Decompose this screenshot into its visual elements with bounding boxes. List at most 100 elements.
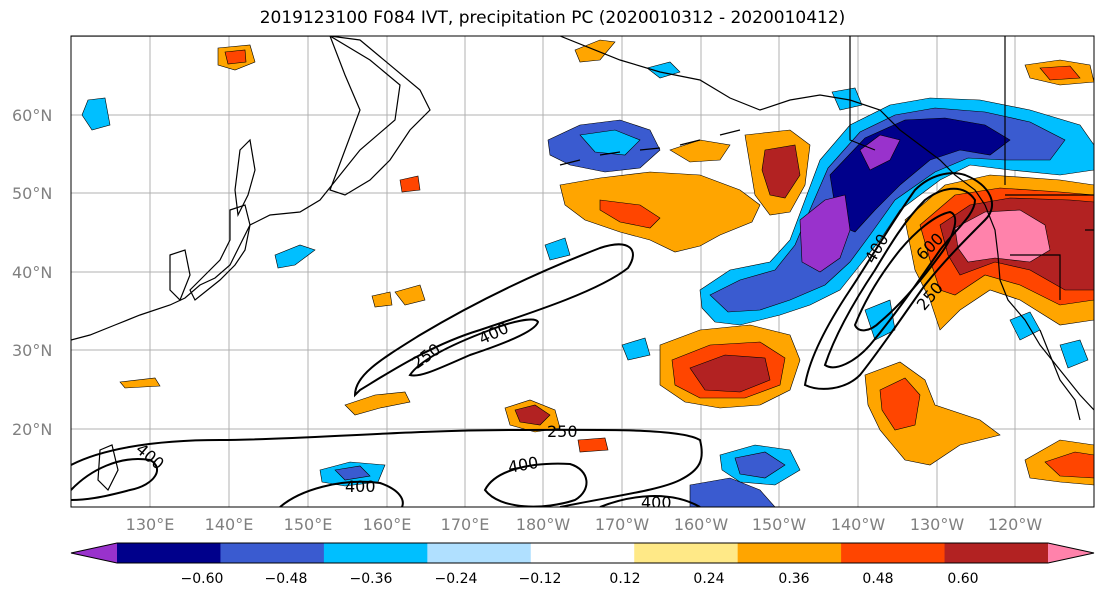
ivt-contour-400-coast <box>823 187 977 369</box>
colorbar-tick-label: 0.36 <box>778 571 810 587</box>
pc-region-subtropical-negative-core <box>734 451 786 479</box>
colorbar-tick-label: 0.12 <box>609 571 641 587</box>
pc-region-hawaii-blob <box>577 437 609 453</box>
colorbar-segment <box>323 543 428 563</box>
pc-region-ak-negative-peak <box>799 194 851 273</box>
colorbar-tick-label: −0.12 <box>518 571 562 587</box>
pc-region-western-blob-4 <box>344 391 411 416</box>
map-panel: 250 400 250 400 400 400 400 400 600 250 <box>71 36 1094 512</box>
pc-region-western-blob-6 <box>399 175 421 193</box>
contour-label: 250 <box>547 422 578 441</box>
contour-label: 400 <box>476 318 512 348</box>
pc-region-subtropical-peak <box>689 354 771 393</box>
pc-region-north-blob-core <box>1039 65 1081 81</box>
lon-tick-label: 180°W <box>515 515 571 534</box>
pc-region-baja-negative <box>1059 339 1089 369</box>
lon-tick-label: 130°E <box>125 515 175 534</box>
lon-tick-label: 170°E <box>440 515 490 534</box>
pc-region-south-negative <box>689 477 776 507</box>
colorbar-segment <box>634 543 739 563</box>
lon-tick-label: 160°E <box>362 515 412 534</box>
colorbar-segment <box>944 543 1049 563</box>
pc-region-west-coast-peak <box>954 209 1051 263</box>
pc-region-southeast-core <box>1044 451 1094 479</box>
lon-tick-label: 160°W <box>673 515 729 534</box>
lat-tick-label: 60°N <box>12 106 53 125</box>
contour-label: 400 <box>507 453 540 477</box>
ivt-contour-400-north <box>408 318 540 377</box>
pc-region-ak-negative-peak-2 <box>859 134 901 171</box>
pc-region-western-blob-3 <box>371 291 393 308</box>
lon-tick-label: 140°E <box>204 515 254 534</box>
ivt-contour-600-coast <box>853 210 957 332</box>
lon-tick-label: 130°W <box>909 515 965 534</box>
colorbar-tick-label: 0.24 <box>693 571 725 587</box>
alaska-coastline <box>500 36 986 206</box>
pc-region-ak-negative-mid <box>709 107 1066 313</box>
japan-coastline <box>189 204 251 301</box>
philippines-coastline <box>97 444 119 492</box>
colorbar-tick-label: −0.24 <box>434 571 478 587</box>
colorbar-tick-label: −0.60 <box>180 571 224 587</box>
colorbar-tick-label: 0.48 <box>862 571 894 587</box>
pc-region-mid-negative-1 <box>544 237 571 261</box>
colorbar-segment <box>220 543 325 563</box>
colorbar-segment <box>737 543 842 563</box>
pc-region-bering-negative-light <box>579 129 641 156</box>
lon-tick-label: 140°W <box>830 515 886 534</box>
map-title: 2019123100 F084 IVT, precipitation PC (2… <box>259 8 846 28</box>
pc-region-central-pacific-warm-core <box>599 199 661 229</box>
ivt-contour-400-south-1 <box>279 480 404 507</box>
korea-coastline <box>169 249 191 302</box>
pc-region-western-blob-1-core <box>224 49 247 65</box>
pc-region-aleutian-blob <box>669 139 731 163</box>
kamchatka-coastline <box>329 36 431 196</box>
pc-region-west-negative-2 <box>274 244 316 269</box>
ivt-contours <box>71 172 994 507</box>
contour-label: 400 <box>345 477 376 496</box>
pc-region-west-negative-1 <box>81 97 111 131</box>
pc-region-mid-negative-2 <box>621 337 651 361</box>
lon-tick-label: 150°W <box>751 515 807 534</box>
lon-tick-label: 170°W <box>594 515 650 534</box>
political-borders <box>849 36 1094 300</box>
pc-region-california-negative <box>864 299 896 341</box>
aleutians <box>559 129 741 166</box>
lon-tick-label: 150°E <box>283 515 333 534</box>
pc-region-western-blob-2 <box>394 284 426 306</box>
colorbar <box>70 542 1095 564</box>
lon-tick-label: 120°W <box>987 515 1043 534</box>
ivt-contour-400-south-3 <box>599 495 701 507</box>
colorbar-segment <box>530 543 635 563</box>
na-coastline <box>984 204 1094 411</box>
pc-region-arctic-blob <box>574 39 616 63</box>
sakhalin-coastline <box>234 138 256 218</box>
pc-region-mid-pacific-small-core <box>514 404 551 426</box>
colorbar-extend-max <box>1048 543 1094 563</box>
colorbar-tick-label: −0.48 <box>264 571 308 587</box>
pc-region-california-core <box>879 377 921 431</box>
map-border <box>70 35 1095 508</box>
lat-tick-label: 40°N <box>12 263 53 282</box>
colorbar-tick-label: −0.36 <box>349 571 393 587</box>
pc-region-gulf-alaska-core <box>761 144 801 199</box>
ivt-contour-250-coast <box>803 172 994 390</box>
contour-label: 400 <box>641 493 672 512</box>
ivt-contour-250-south <box>71 428 703 507</box>
ivt-contour-250-north <box>353 243 634 398</box>
coastlines <box>71 36 1094 492</box>
colorbar-segment <box>841 543 946 563</box>
pc-region-west-negative-3-core <box>334 465 371 481</box>
pc-region-western-blob-5 <box>119 377 161 389</box>
colorbar-segment <box>427 543 532 563</box>
colorbar-segment <box>117 543 221 563</box>
lat-tick-label: 30°N <box>12 341 53 360</box>
ivt-contour-400-sw <box>71 458 158 501</box>
baja-coastline <box>1039 329 1081 421</box>
lat-tick-label: 50°N <box>12 184 53 203</box>
colorbar-extend-min <box>71 543 117 563</box>
pc-region-central-pacific-warm <box>559 171 761 253</box>
positive-precip-regions <box>119 39 1094 486</box>
lat-tick-label: 20°N <box>12 420 53 439</box>
